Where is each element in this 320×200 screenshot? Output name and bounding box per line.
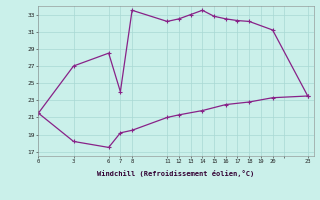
- X-axis label: Windchill (Refroidissement éolien,°C): Windchill (Refroidissement éolien,°C): [97, 170, 255, 177]
